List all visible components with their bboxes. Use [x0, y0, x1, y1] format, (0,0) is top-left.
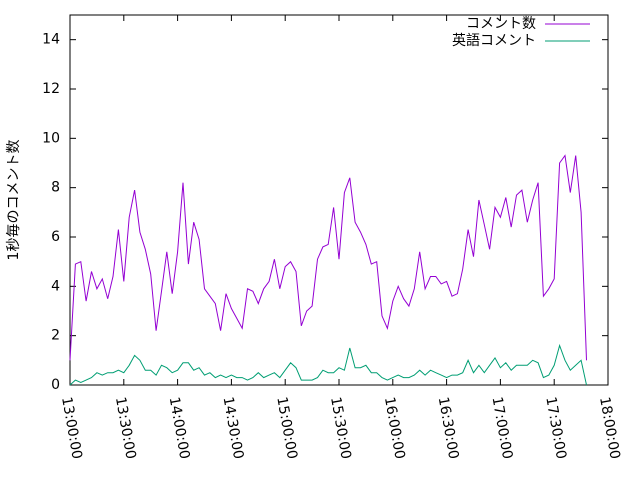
x-tick-label: 13:30:00	[112, 396, 139, 461]
y-tick-label: 14	[42, 32, 60, 48]
x-tick-label: 14:30:00	[220, 396, 247, 461]
x-tick-label: 17:00:00	[489, 396, 516, 461]
y-tick-label: 2	[51, 328, 60, 344]
x-tick-label: 18:00:00	[596, 396, 623, 461]
plot-frame	[69, 14, 609, 386]
y-tick-label: 8	[51, 180, 60, 196]
y-tick-label: 0	[51, 377, 60, 393]
x-tick-label: 16:00:00	[381, 396, 408, 461]
x-tick-label: 15:00:00	[273, 396, 300, 461]
x-tick-label: 17:30:00	[542, 396, 569, 461]
x-tick-label: 13:00:00	[58, 396, 85, 461]
x-tick-label: 14:00:00	[166, 396, 193, 461]
data-line	[69, 343, 587, 386]
y-axis-label: 1秒毎のコメント数	[6, 140, 22, 261]
y-tick-label: 10	[42, 130, 60, 146]
x-tick-label: 16:30:00	[435, 396, 462, 461]
data-line	[69, 154, 587, 361]
legend-label: コメント数	[466, 16, 536, 32]
y-tick-label: 6	[51, 229, 60, 245]
legend-label: 英語コメント	[452, 32, 536, 49]
x-tick-label: 15:30:00	[327, 396, 354, 461]
y-tick-label: 4	[51, 278, 60, 294]
y-tick-label: 12	[42, 81, 60, 97]
